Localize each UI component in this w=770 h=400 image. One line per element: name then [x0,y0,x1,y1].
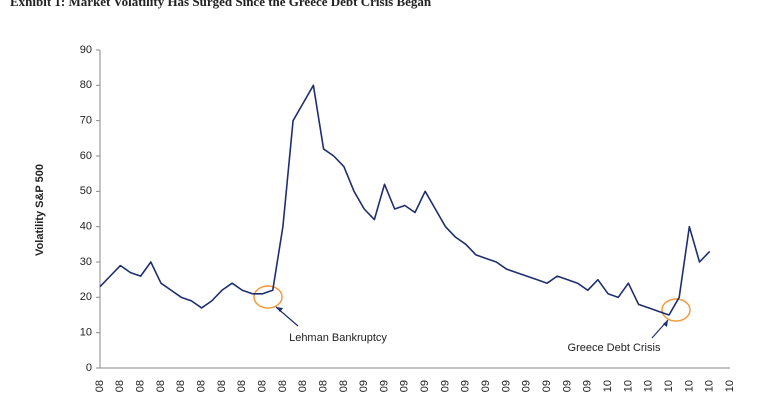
x-tick-label: 09 [582,380,594,392]
x-tick-label: 08 [317,380,329,392]
x-tick-label: 10 [704,380,716,392]
x-tick-label: 09 [439,380,451,392]
y-tick-label: 20 [80,291,92,303]
x-tick-label: 08 [94,380,106,392]
y-tick-label: 30 [80,256,92,268]
highlight-circle [253,285,283,309]
x-tick-label: 10 [622,380,634,392]
x-tick-label: 08 [277,380,289,392]
x-tick-label: 10 [643,380,655,392]
x-tick-label: 08 [175,380,187,392]
y-tick-label: 90 [80,44,92,56]
chart-title: Exhibit 1: Market Volatility Has Surged … [10,0,432,9]
x-tick-label: 10 [602,380,614,392]
x-tick-label: 10 [663,380,675,392]
x-tick-label: 08 [216,380,228,392]
x-tick-label: 10 [724,380,736,392]
x-tick-label: 09 [358,380,370,392]
y-tick-label: 40 [80,221,92,233]
x-tick-label: 09 [500,380,512,392]
x-tick-label: 09 [541,380,553,392]
x-tick-label: 09 [480,380,492,392]
x-tick-label: 09 [399,380,411,392]
y-tick-label: 60 [80,150,92,162]
x-tick-label: 09 [561,380,573,392]
annotation: Greece Debt Crisis [568,342,661,354]
x-tick-label: 08 [297,380,309,392]
annotation: Lehman Bankruptcy [289,332,387,344]
y-tick-label: 70 [80,115,92,127]
x-tick-label: 08 [155,380,167,392]
x-tick-label: 08 [236,380,248,392]
y-tick-label: 10 [80,327,92,339]
y-axis-label: Volatility S&P 500 [34,164,46,256]
y-tick-label: 0 [86,362,92,374]
arrow-head [276,307,283,312]
x-tick-label: 08 [114,380,126,392]
x-tick-label: 09 [521,380,533,392]
y-tick-label: 80 [80,79,92,91]
x-tick-label: 09 [460,380,472,392]
x-tick-label: 08 [338,380,350,392]
x-tick-label: 09 [419,380,431,392]
x-tick-label: 09 [378,380,390,392]
x-tick-label: 08 [135,380,147,392]
line-series [99,84,711,316]
x-tick-label: 10 [683,380,695,392]
x-tick-label: 08 [256,380,268,392]
arrow-head [663,320,668,327]
highlight-circle [661,298,691,322]
y-tick-label: 50 [80,185,92,197]
x-tick-label: 08 [196,380,208,392]
